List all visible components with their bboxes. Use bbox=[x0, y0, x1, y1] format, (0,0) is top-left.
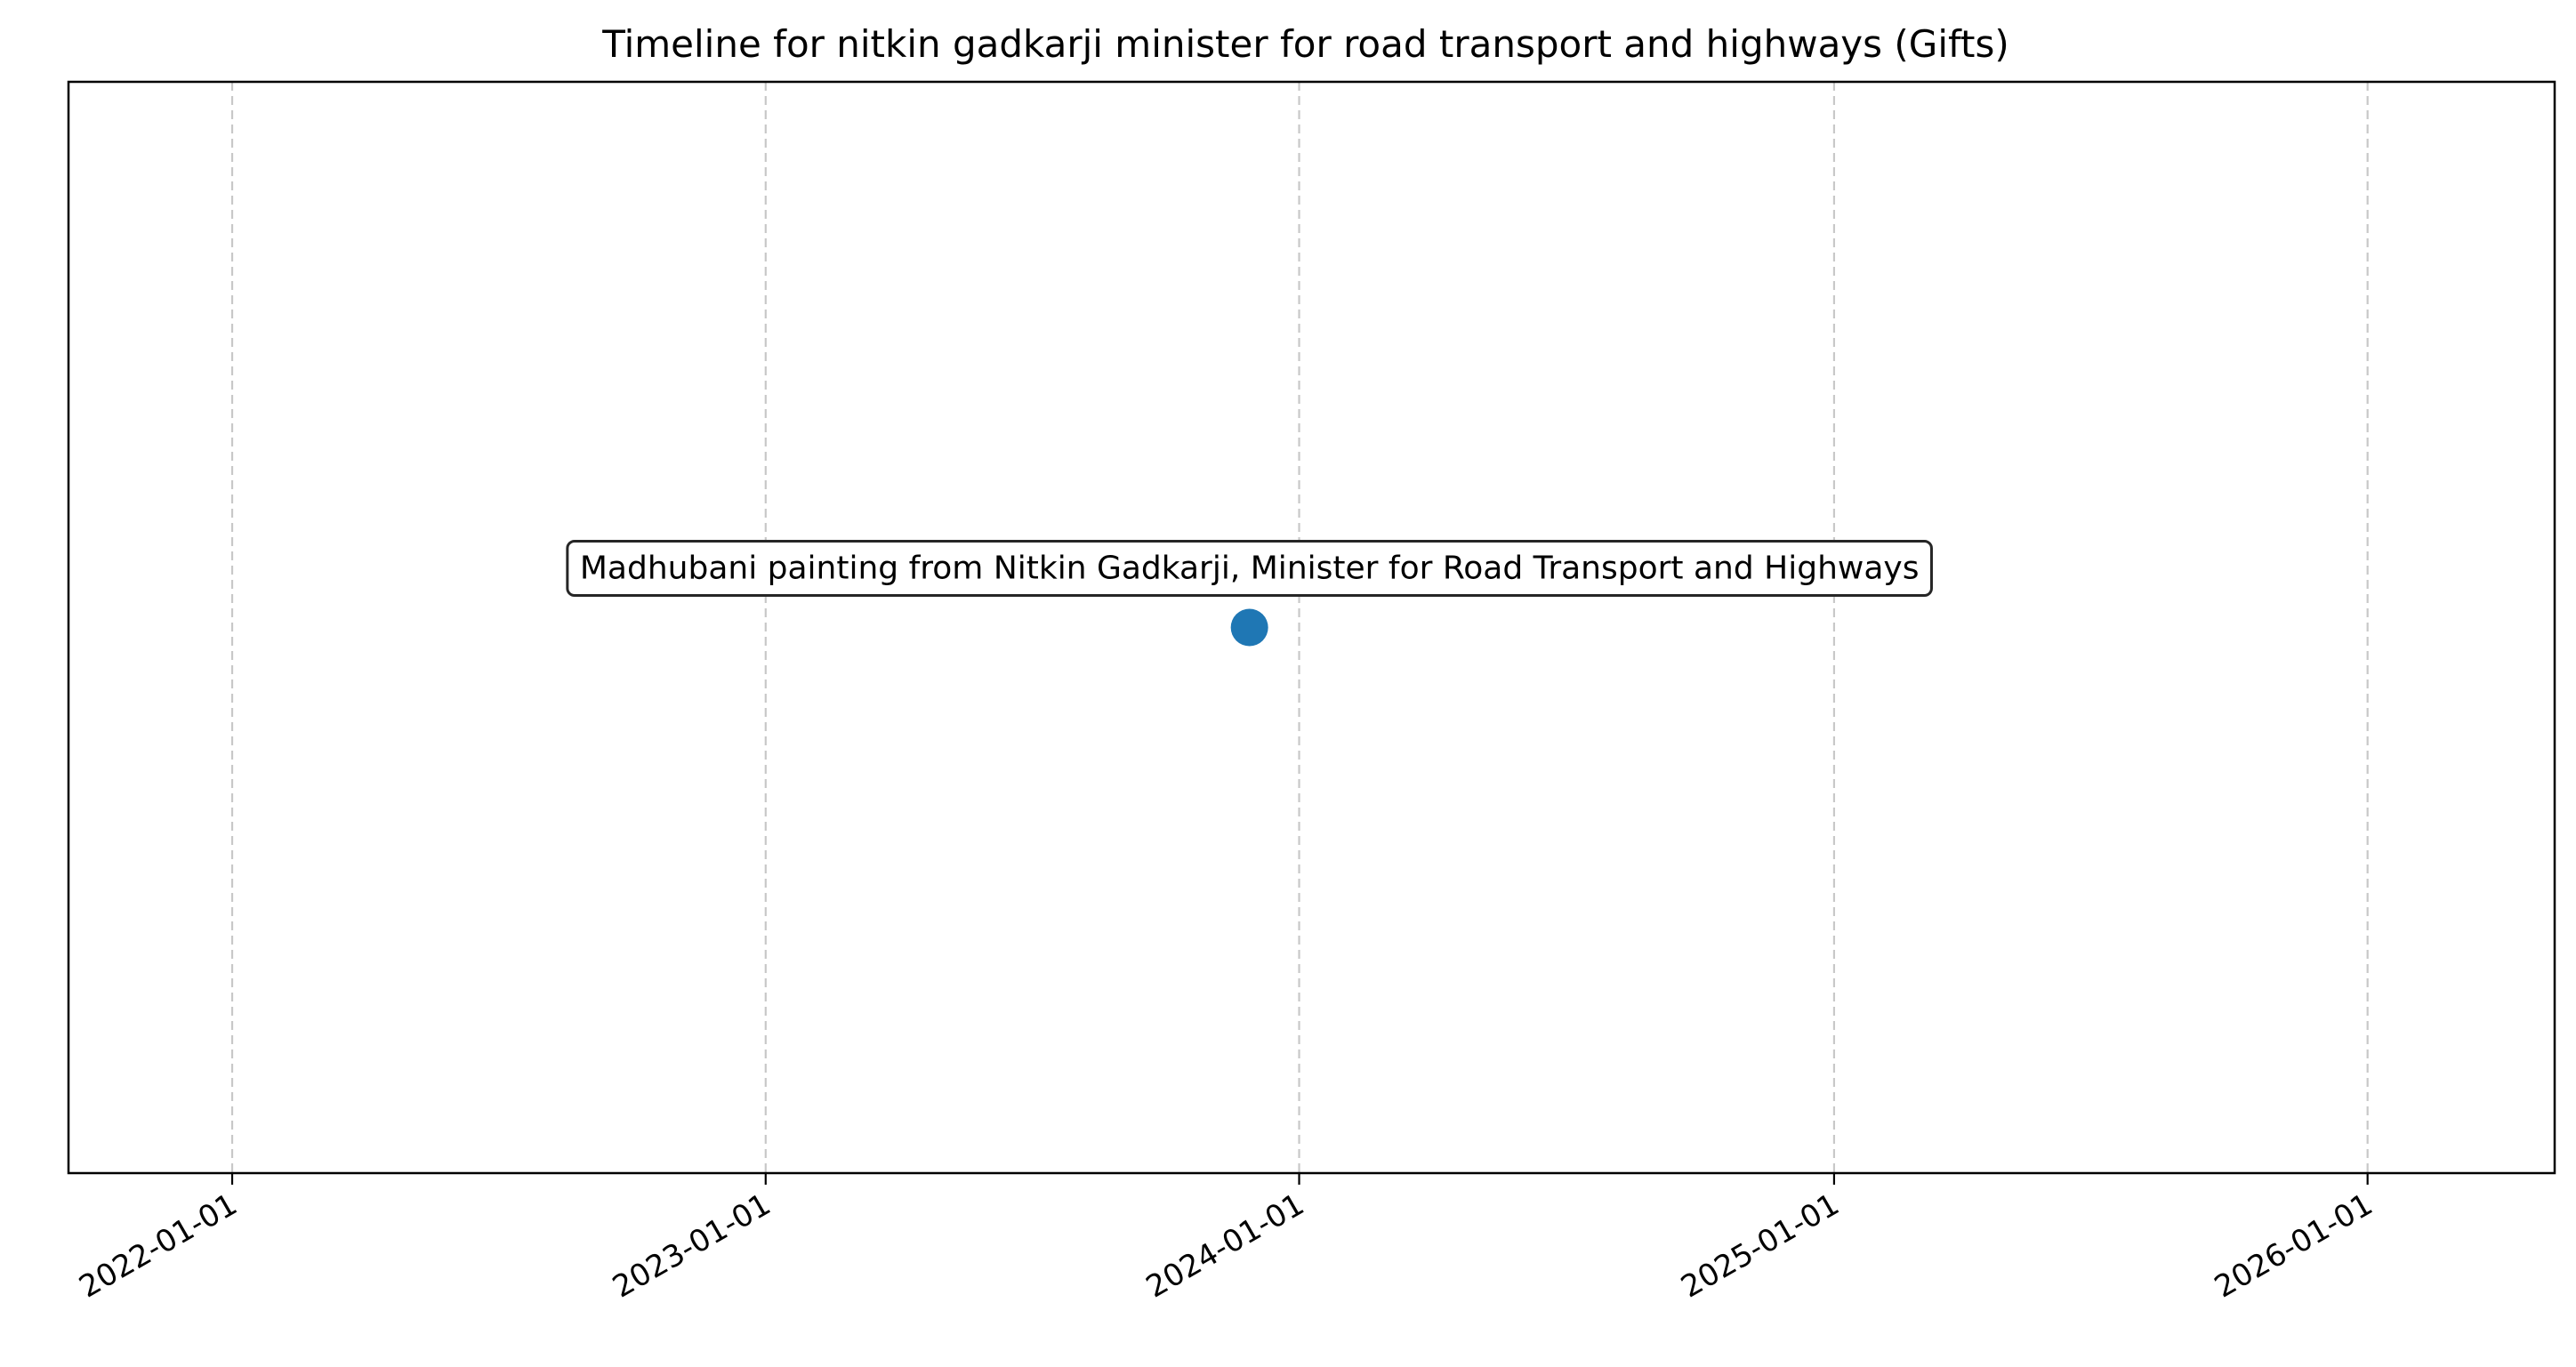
data-point-group: Madhubani painting from Nitkin Gadkarji,… bbox=[566, 540, 1933, 647]
annotation-box bbox=[566, 540, 1933, 597]
x-tick-label: 2023-01-01 bbox=[607, 1186, 777, 1305]
data-point-marker bbox=[1230, 608, 1268, 647]
chart-title: Timeline for nitkin gadkarji minister fo… bbox=[601, 22, 2009, 66]
x-axis-ticks: 2022-01-01 2023-01-01 2024-01-01 2025-01-01… bbox=[73, 1173, 2379, 1306]
grid-lines bbox=[230, 82, 2369, 1173]
x-tick-label: 2026-01-01 bbox=[2209, 1186, 2379, 1305]
x-tick-label: 2024-01-01 bbox=[1140, 1186, 1310, 1305]
annotation-label: Madhubani painting from Nitkin Gadkarji,… bbox=[580, 551, 1920, 587]
x-tick-label: 2022-01-01 bbox=[73, 1186, 243, 1305]
x-tick-label: 2025-01-01 bbox=[1675, 1186, 1845, 1305]
plot-area-frame bbox=[67, 80, 2556, 1175]
data-points: Madhubani painting from Nitkin Gadkarji,… bbox=[566, 540, 1933, 647]
